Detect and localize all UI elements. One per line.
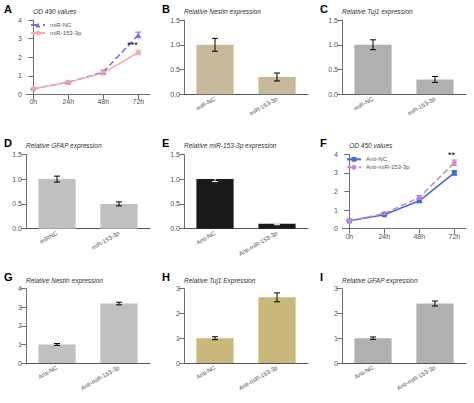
svg-text:Anti-NC: Anti-NC	[195, 230, 217, 246]
svg-text:***: ***	[127, 40, 138, 50]
svg-text:1: 1	[176, 335, 180, 342]
svg-text:24h: 24h	[62, 98, 74, 105]
svg-text:Anti-miR-153-3p: Anti-miR-153-3p	[238, 364, 279, 391]
svg-text:miR-NC: miR-NC	[195, 95, 217, 111]
svg-text:I: I	[320, 271, 323, 283]
svg-text:0.5: 0.5	[328, 66, 338, 73]
svg-text:OD 450 values: OD 450 values	[349, 142, 393, 149]
svg-text:0: 0	[334, 225, 338, 232]
svg-text:miRNC: miRNC	[39, 230, 59, 245]
svg-text:3: 3	[18, 35, 22, 42]
svg-text:miR-153-3p: miR-153-3p	[248, 95, 279, 116]
svg-text:1: 1	[334, 207, 338, 214]
svg-text:0h: 0h	[29, 98, 37, 105]
svg-text:D: D	[4, 137, 12, 149]
svg-text:Relative Tuj1 Expression: Relative Tuj1 Expression	[184, 277, 256, 285]
svg-text:1.5: 1.5	[328, 17, 338, 24]
svg-text:48h: 48h	[97, 98, 109, 105]
svg-text:4: 4	[18, 285, 22, 292]
svg-text:2: 2	[176, 310, 180, 317]
svg-text:0h: 0h	[345, 233, 353, 240]
svg-text:1.0: 1.0	[12, 176, 22, 183]
svg-text:1.0: 1.0	[328, 41, 338, 48]
svg-text:72h: 72h	[132, 98, 144, 105]
svg-text:Anti-NC: Anti-NC	[37, 364, 59, 380]
svg-text:1: 1	[334, 335, 338, 342]
svg-text:2: 2	[18, 54, 22, 61]
svg-text:miR-NC: miR-NC	[50, 22, 72, 28]
svg-text:B: B	[162, 3, 170, 15]
svg-text:C: C	[320, 3, 328, 15]
svg-text:2: 2	[18, 322, 22, 329]
svg-text:1.5: 1.5	[12, 151, 22, 158]
svg-text:Anti-miR-153-3p: Anti-miR-153-3p	[366, 164, 410, 170]
svg-text:miR-153-3p: miR-153-3p	[50, 30, 82, 36]
svg-text:Anti-miR-153-3p: Anti-miR-153-3p	[238, 230, 279, 257]
svg-text:2: 2	[334, 188, 338, 195]
svg-text:0.0: 0.0	[170, 91, 180, 98]
svg-text:Relative Nestin expression: Relative Nestin expression	[26, 277, 103, 285]
svg-text:24h: 24h	[378, 233, 390, 240]
svg-text:1.0: 1.0	[170, 176, 180, 183]
svg-text:A: A	[4, 3, 12, 15]
svg-text:3: 3	[18, 304, 22, 311]
svg-text:0.0: 0.0	[12, 225, 22, 232]
svg-text:**: **	[448, 150, 456, 160]
svg-text:OD 490 values: OD 490 values	[33, 8, 77, 15]
svg-text:3: 3	[176, 285, 180, 292]
svg-text:Relative Nestin expression: Relative Nestin expression	[184, 8, 261, 16]
svg-text:4: 4	[334, 151, 338, 158]
svg-text:3: 3	[334, 169, 338, 176]
svg-text:0.5: 0.5	[12, 200, 22, 207]
svg-text:E: E	[162, 137, 169, 149]
svg-text:H: H	[162, 271, 170, 283]
svg-text:Relative miR-153-3p expression: Relative miR-153-3p expression	[184, 142, 277, 150]
svg-text:0: 0	[18, 91, 22, 98]
svg-text:miR-153-3p: miR-153-3p	[90, 230, 121, 251]
svg-text:1: 1	[18, 341, 22, 348]
svg-text:0: 0	[18, 360, 22, 367]
svg-text:1: 1	[18, 72, 22, 79]
svg-text:Anti-NC: Anti-NC	[195, 364, 217, 380]
svg-text:Relative GFAP expression: Relative GFAP expression	[26, 142, 102, 150]
svg-text:Relative Tuj1 expression: Relative Tuj1 expression	[342, 8, 413, 16]
svg-text:48h: 48h	[413, 233, 425, 240]
svg-text:Relative GFAP expression: Relative GFAP expression	[342, 277, 418, 285]
svg-text:1.0: 1.0	[170, 41, 180, 48]
svg-text:1.5: 1.5	[170, 151, 180, 158]
svg-text:Anti-NC: Anti-NC	[353, 364, 375, 380]
svg-text:miR-153-3p: miR-153-3p	[406, 95, 437, 116]
svg-text:0: 0	[334, 360, 338, 367]
svg-text:72h: 72h	[448, 233, 460, 240]
svg-text:Anti-NC: Anti-NC	[366, 156, 388, 162]
svg-text:2: 2	[334, 310, 338, 317]
svg-text:3: 3	[334, 285, 338, 292]
svg-text:Anti-miR-153-3p: Anti-miR-153-3p	[80, 364, 121, 391]
svg-text:4: 4	[18, 17, 22, 24]
svg-text:F: F	[320, 137, 327, 149]
svg-text:0.0: 0.0	[170, 225, 180, 232]
svg-text:Anti-miR-153-3p: Anti-miR-153-3p	[396, 364, 437, 391]
svg-text:0.5: 0.5	[170, 66, 180, 73]
svg-text:0: 0	[176, 360, 180, 367]
svg-text:0.0: 0.0	[328, 91, 338, 98]
svg-text:miR-NC: miR-NC	[353, 95, 375, 111]
svg-text:1.5: 1.5	[170, 17, 180, 24]
svg-text:0.5: 0.5	[170, 200, 180, 207]
svg-text:G: G	[4, 271, 13, 283]
